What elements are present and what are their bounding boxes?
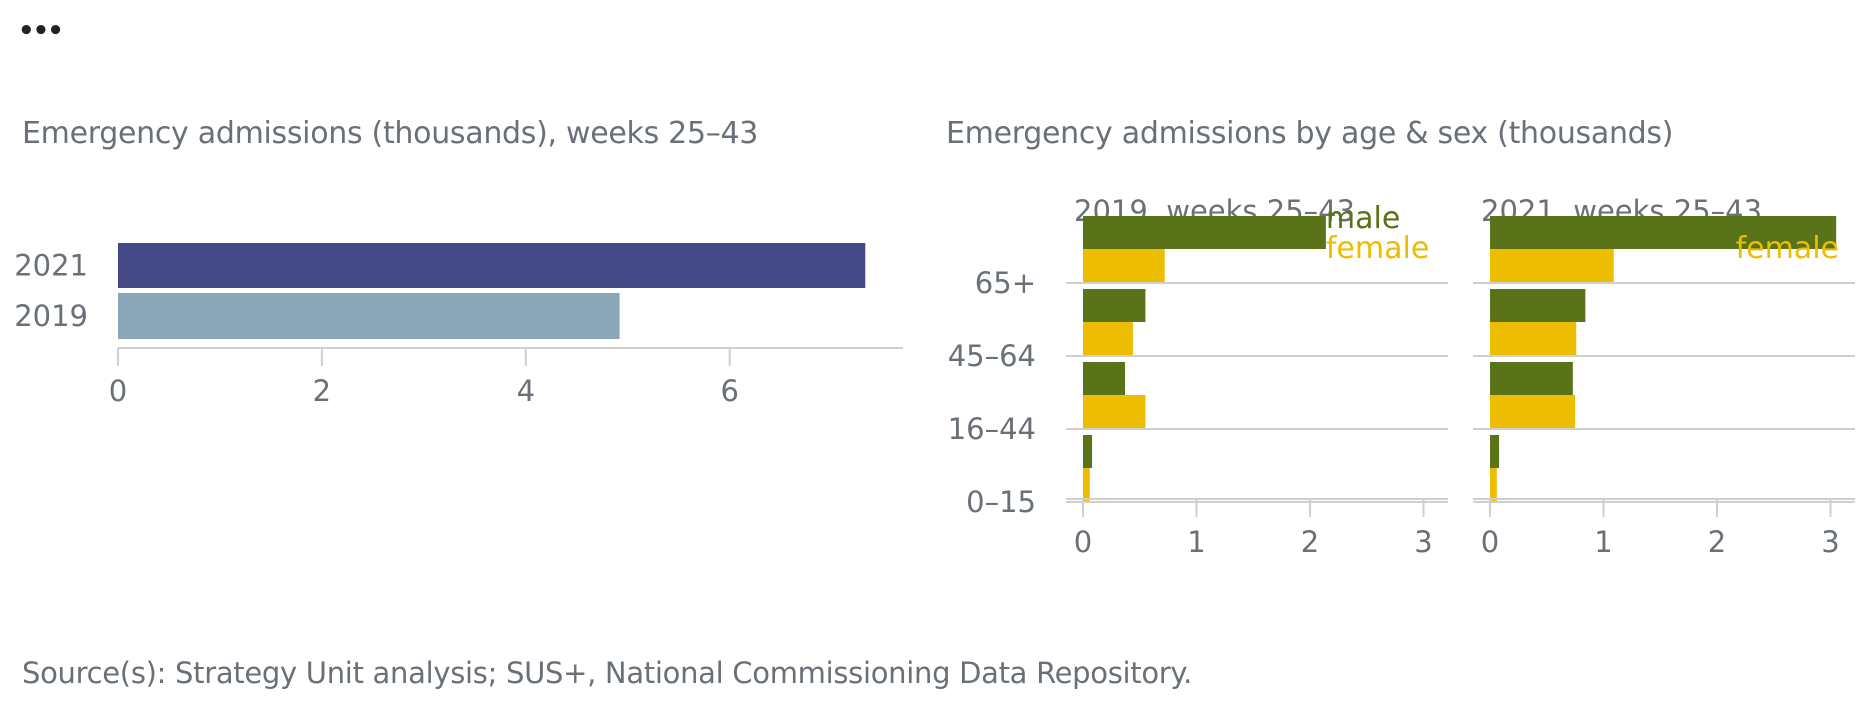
chart2-title: Emergency admissions by age & sex (thous…: [946, 116, 1674, 151]
bar-female-45-64-p1: [1083, 322, 1133, 355]
bar-female-65--p2: [1490, 249, 1614, 282]
bar-female-0-15-p2: [1490, 468, 1497, 501]
x-tick-label-2: 2: [313, 374, 331, 408]
legend-label-male: male: [1326, 201, 1400, 236]
bar-female-65--p1: [1083, 249, 1165, 282]
bar-female-16-44-p1: [1083, 395, 1146, 428]
bar-female-45-64-p2: [1490, 322, 1577, 355]
category-label-2019: 2019: [14, 299, 88, 333]
category-label-2021: 2021: [14, 249, 88, 283]
bar-male-16-44-p2: [1490, 362, 1573, 395]
x-tick-label-0: 0: [109, 374, 127, 408]
bar-male-65--p1: [1083, 216, 1326, 249]
bar-female-16-44-p2: [1490, 395, 1576, 428]
bar-male-0-15-p2: [1490, 435, 1500, 468]
bar-2019: [118, 293, 620, 339]
source-note: Source(s): Strategy Unit analysis; SUS+,…: [22, 656, 1193, 690]
legend-label-female: female: [1326, 231, 1429, 266]
more-options-icon[interactable]: •••: [18, 16, 64, 46]
bar-male-45-64-p2: [1490, 289, 1586, 322]
bar-male-16-44-p1: [1083, 362, 1125, 395]
chart1-title: Emergency admissions (thousands), weeks …: [22, 116, 759, 151]
age-label-45-64: 45–64: [948, 339, 1036, 373]
total-admissions-chart: 2021 2019 0 2 4 6: [14, 243, 903, 408]
age-label-65-: 65+: [975, 266, 1036, 300]
bar-male-65--p2: [1490, 216, 1837, 249]
bar-male-45-64-p1: [1083, 289, 1146, 322]
x-tick-label-p1-2: 2: [1301, 525, 1319, 559]
age-label-16-44: 16–44: [948, 412, 1036, 446]
x-tick-label-6: 6: [720, 374, 738, 408]
x-tick-label-p2-1: 1: [1594, 525, 1612, 559]
age-label-0-15: 0–15: [966, 485, 1036, 519]
x-tick-label-p1-3: 3: [1414, 525, 1432, 559]
x-tick-label-p1-1: 1: [1187, 525, 1205, 559]
bar-male-0-15-p1: [1083, 435, 1093, 468]
x-tick-label-p2-3: 3: [1821, 525, 1839, 559]
x-tick-label-p1-0: 0: [1074, 525, 1092, 559]
bar-female-0-15-p1: [1083, 468, 1090, 501]
x-tick-label-4: 4: [517, 374, 535, 408]
x-tick-label-p2-0: 0: [1481, 525, 1499, 559]
legend-label-female-p2: female: [1736, 231, 1839, 266]
bar-2021: [118, 243, 866, 288]
x-tick-label-p2-2: 2: [1708, 525, 1726, 559]
